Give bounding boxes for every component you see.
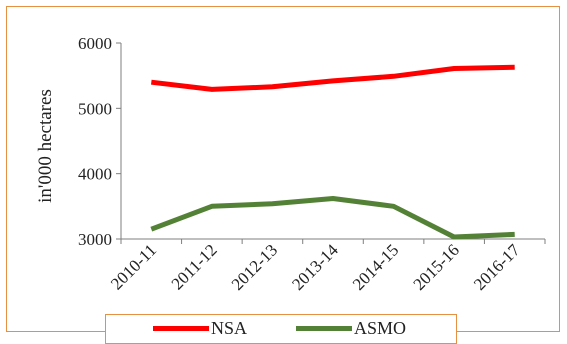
y-axis-label: in'000 hectares bbox=[35, 89, 56, 203]
y-tick-label: 4000 bbox=[78, 165, 112, 184]
legend-label-asmo: ASMO bbox=[354, 318, 407, 338]
legend-swatch-asmo bbox=[296, 326, 352, 331]
legend-label-nsa: NSA bbox=[211, 318, 248, 338]
legend-swatch-nsa bbox=[153, 326, 209, 331]
x-tick-label: 2013-14 bbox=[288, 240, 342, 294]
x-tick-label: 2015-16 bbox=[409, 240, 463, 294]
x-tick-label: 2011-12 bbox=[168, 240, 221, 293]
x-tick-label: 2010-11 bbox=[107, 240, 160, 293]
series-line-asmo bbox=[150, 196, 515, 240]
x-tick-label: 2012-13 bbox=[228, 240, 282, 294]
x-tick-label: 2014-15 bbox=[349, 240, 403, 294]
y-tick-label: 5000 bbox=[78, 99, 112, 118]
y-tick-label: 3000 bbox=[78, 230, 112, 249]
legend-item-nsa: NSA bbox=[153, 318, 247, 339]
legend: NSA ASMO bbox=[105, 314, 457, 344]
x-tick-label: 2016-17 bbox=[470, 240, 524, 294]
series-line-nsa bbox=[151, 64, 515, 92]
y-tick-label: 6000 bbox=[78, 34, 112, 53]
legend-item-asmo: ASMO bbox=[296, 318, 406, 339]
